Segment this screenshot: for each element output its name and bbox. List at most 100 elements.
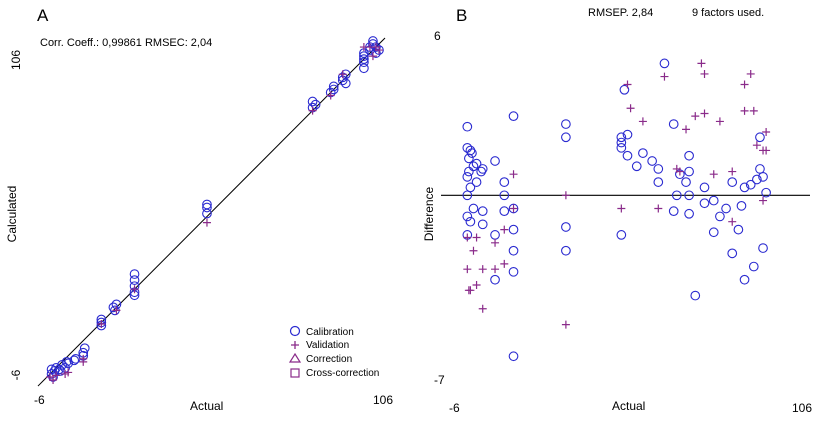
panel-b-calibration-point (745, 179, 756, 190)
panel-b-validation-point (746, 69, 755, 78)
panel-b-calibration-point (699, 182, 710, 193)
panel-b-validation-point (700, 109, 709, 118)
panel-b-marks (441, 58, 810, 362)
panel-b-calibration-point (462, 211, 473, 222)
panel-a-calibration-point (63, 358, 73, 369)
panel-a-validation-point (202, 218, 211, 227)
panel-a-validation-point (97, 320, 106, 329)
panel-b-calibration-point (616, 132, 627, 143)
panel-b-validation-point (709, 170, 718, 179)
panel-a-calibration-point (328, 84, 339, 95)
panel-b-calibration-point (465, 145, 476, 156)
panel-b-calibration-point (476, 166, 487, 177)
panel-b-calibration-point (619, 84, 630, 95)
panel-a-calibration-point (340, 78, 351, 89)
panel-b-calibration-point (508, 245, 519, 256)
panel-b-calibration-point (465, 182, 476, 193)
panel-b-calibration-point (727, 177, 738, 187)
panel-b-validation-point (478, 265, 487, 274)
panel-b-calibration-point (508, 224, 519, 235)
panel-a-validation-point (52, 371, 61, 380)
legend-cross-correction-icon (290, 368, 300, 378)
panel-b-calibration-point (490, 230, 500, 240)
panel-b-validation-point (491, 238, 500, 247)
panel-b-calibration-point (748, 261, 759, 272)
panel-b-calibration-point (733, 224, 744, 235)
panel-b-validation-point (660, 72, 669, 81)
panel-b-calibration-point (708, 195, 719, 206)
panel-b-validation-point (762, 146, 771, 155)
panel-b-validation-point (740, 80, 749, 89)
panel-b-validation-point (762, 127, 771, 136)
panel-a-xlabel: Actual (190, 399, 223, 413)
panel-a-calibration-point (374, 45, 384, 55)
panel-b-validation-point (472, 281, 481, 290)
panel-b-calibration-point (690, 290, 701, 301)
panel-a-marks (37, 36, 386, 387)
panel-b-calibration-point (755, 132, 765, 143)
panel-b-validation-point (617, 204, 626, 213)
panel-b-validation-point (623, 80, 632, 89)
panel-a-calibration-point (69, 355, 80, 366)
panel-b-annotation-rmsep: RMSEP. 2,84 (588, 7, 653, 19)
panel-b-xtick-max: 106 (792, 401, 812, 415)
panel-b-calibration-point (561, 119, 571, 129)
panel-a-calibration-point (359, 51, 369, 61)
panel-b-calibration-point (721, 203, 731, 214)
panel-a-validation-point (49, 376, 58, 384)
panel-b-calibration-point (508, 203, 519, 214)
panel-b-calibration-point (462, 121, 473, 132)
panel-b-validation-point (469, 246, 478, 255)
panel-b-calibration-point (499, 190, 510, 201)
panel-a-calibration-point (129, 275, 140, 285)
panel-b-validation-point (561, 320, 570, 329)
panel-b-calibration-point (508, 266, 519, 277)
panel-a-calibration-point (202, 199, 212, 210)
panel-b-calibration-point (668, 206, 679, 216)
panel-b-validation-point (472, 233, 481, 242)
panel-b-validation-point (463, 265, 472, 274)
panel-a-calibration-point (359, 63, 369, 74)
panel-b-validation-point (500, 225, 509, 234)
panel-a-ytick-min: -6 (9, 369, 23, 380)
panel-b-calibration-point (758, 243, 768, 253)
panel-b-calibration-point (499, 206, 510, 216)
panel-b-ytick-min: -7 (434, 373, 445, 387)
legend-validation-icon (291, 341, 299, 349)
panel-b-xtick-min: -6 (449, 401, 460, 415)
panel-b-calibration-point (464, 166, 474, 177)
panel-b-validation-point (654, 204, 663, 213)
panel-b-calibration-point (467, 148, 477, 158)
panel-b-validation-point (682, 125, 691, 134)
panel-b-calibration-point (752, 174, 762, 185)
panel-b-calibration-point (699, 198, 710, 209)
panel-b-validation-point (509, 170, 518, 179)
panel-b-calibration-point (638, 148, 648, 158)
panel-b-calibration-point (739, 274, 750, 285)
panel-a-calibration-point (129, 269, 140, 279)
panel-b-calibration-point (659, 58, 670, 69)
panel-b-calibration-point (508, 351, 519, 362)
panel-a-label: A (37, 6, 49, 25)
panel-b-calibration-point (499, 177, 510, 187)
panel-a-validation-point (326, 91, 335, 100)
panel-a-validation-point (64, 368, 73, 377)
panel-a-legend: Calibration Validation Correction Cross-… (288, 325, 379, 379)
legend-validation-label: Validation (306, 340, 349, 351)
legend-correction-label: Correction (306, 354, 352, 365)
panel-b-calibration-point (758, 171, 768, 182)
panel-a-validation-point (130, 285, 139, 294)
panel-a-calibration-point (61, 356, 72, 367)
panel-b-validation-point (700, 69, 709, 78)
panel-a-calibration-point (307, 96, 318, 107)
panel-b-validation-point (759, 196, 768, 205)
panel-b-validation-point (561, 191, 570, 200)
panel-b-calibration-point (684, 190, 694, 201)
panel-b-calibration-point (684, 166, 694, 177)
panel-b-calibration-point (668, 119, 679, 129)
panel-b-calibration-point (477, 219, 488, 230)
panel-b-calibration-point (708, 227, 719, 238)
panel-b-validation-point (509, 204, 518, 213)
panel-a-annotation: Corr. Coeff.: 0,99861 RMSEC: 2,04 (40, 37, 212, 49)
panel-b-calibration-point (477, 164, 488, 174)
